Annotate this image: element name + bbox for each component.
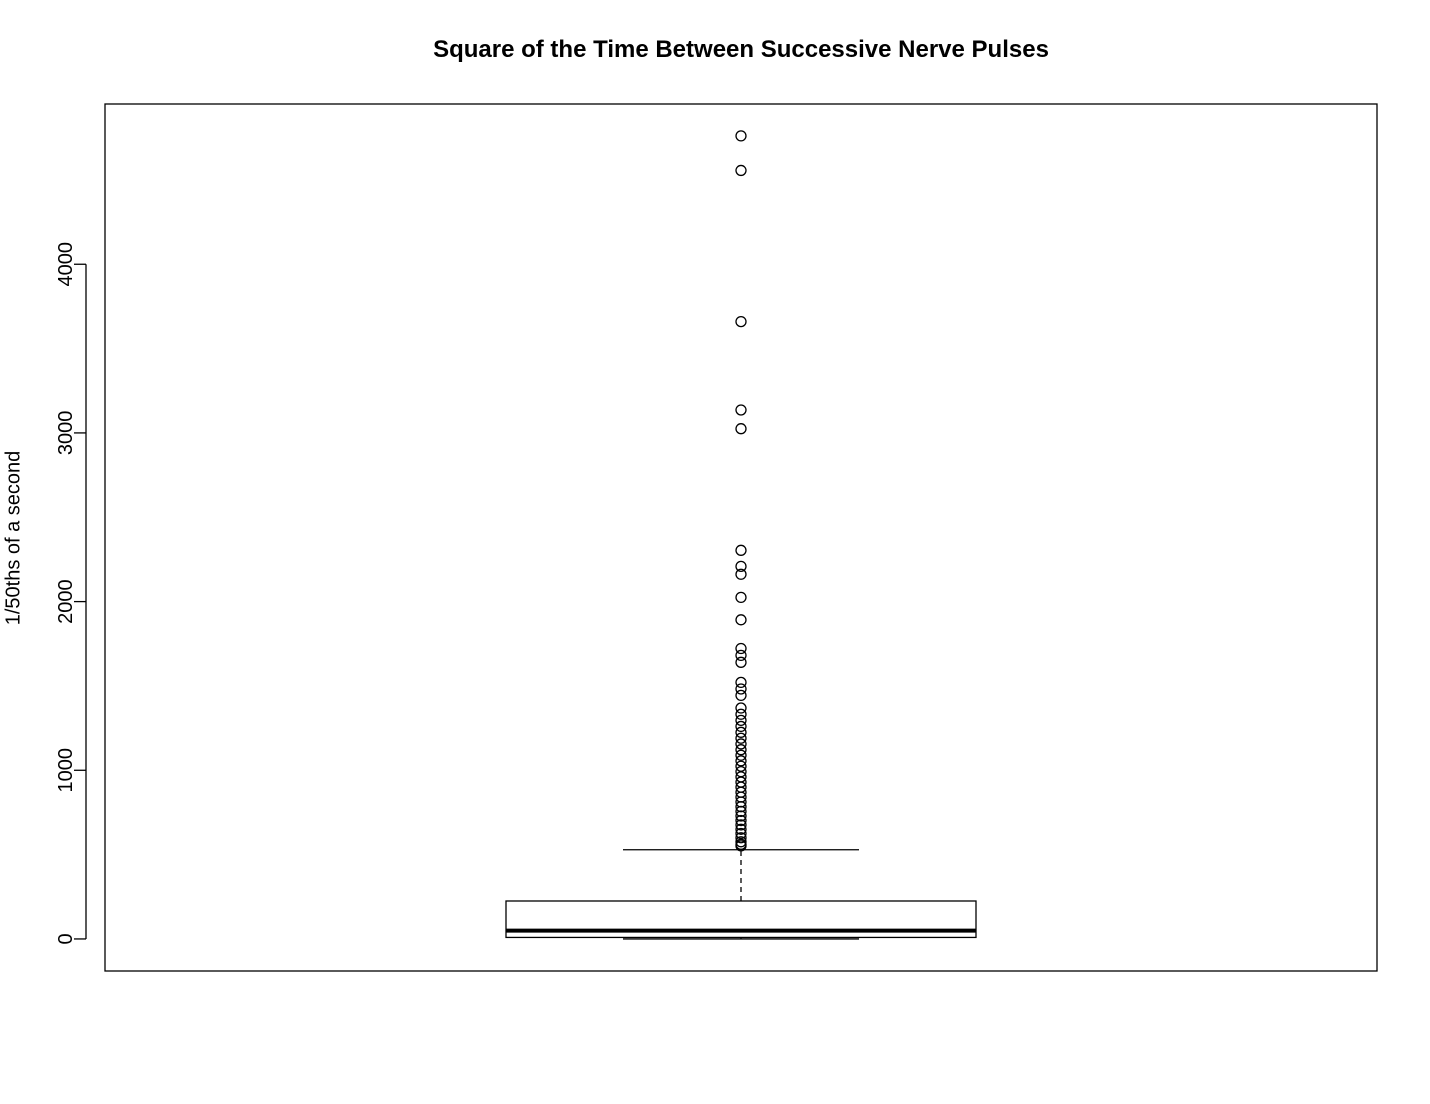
outlier-point [735, 726, 747, 738]
outlier-point [735, 708, 747, 720]
outlier-point [735, 810, 747, 822]
outlier-point [735, 689, 747, 702]
outlier-point [735, 732, 747, 744]
y-tick-label: 3000 [55, 411, 77, 456]
outlier-point [735, 738, 747, 750]
chart-title: Square of the Time Between Successive Ne… [433, 36, 1049, 63]
outlier-point [735, 591, 747, 604]
y-tick-label: 4000 [55, 242, 77, 287]
outlier-point [735, 702, 747, 714]
outlier-point [735, 805, 747, 818]
outlier-point [735, 315, 747, 328]
outlier-point [735, 755, 747, 767]
outlier-point [735, 801, 747, 813]
outlier-point [735, 744, 747, 756]
outlier-points [735, 130, 747, 852]
outlier-point [735, 823, 747, 835]
outlier-point [735, 827, 747, 840]
outlier-point [735, 649, 747, 662]
outlier-point [735, 568, 747, 580]
outlier-point [735, 840, 747, 852]
outlier-point [735, 164, 747, 177]
outlier-point [735, 720, 747, 733]
outlier-point [735, 656, 747, 668]
outlier-point [735, 814, 747, 827]
plot-frame [104, 103, 1378, 972]
outlier-point [735, 683, 747, 695]
outlier-point [735, 714, 747, 726]
outlier-point [735, 423, 747, 435]
outlier-point [735, 560, 747, 572]
outlier-point [735, 614, 747, 626]
y-tick-label: 0 [55, 933, 77, 944]
outlier-point [735, 642, 747, 655]
y-tick-label: 2000 [55, 579, 77, 624]
outlier-point [735, 832, 747, 844]
outlier-point [735, 676, 747, 689]
y-axis: 0 1000 2000 3000 4000 [55, 242, 87, 945]
outlier-point [735, 130, 747, 142]
outlier-point [735, 544, 747, 556]
outlier-point [735, 819, 747, 831]
y-tick-label: 1000 [55, 748, 77, 793]
box-plot [505, 849, 977, 940]
outlier-point [735, 749, 747, 761]
outlier-point [735, 404, 747, 416]
